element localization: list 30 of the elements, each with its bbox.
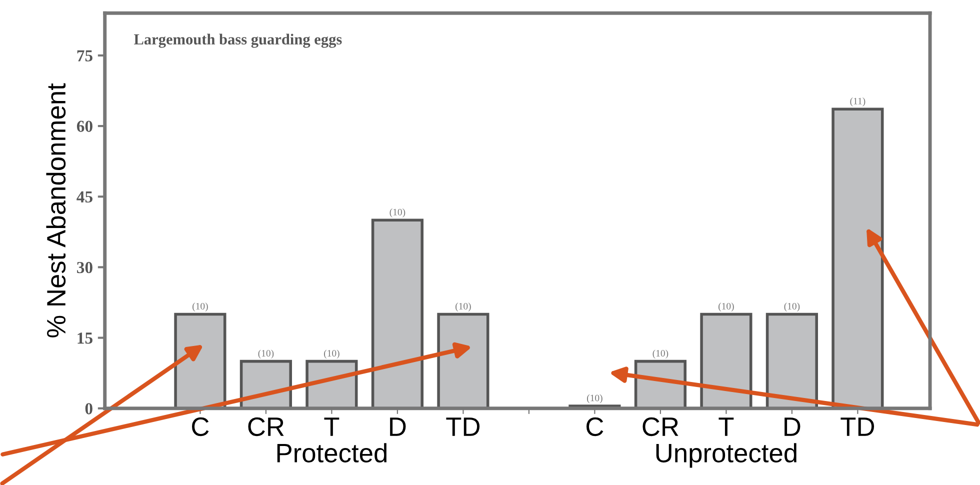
x-tick-label: TD — [840, 418, 874, 436]
x-tick-label: D — [390, 418, 406, 436]
x-tick-label: CR — [642, 417, 678, 436]
annotation: (10) — [324, 350, 340, 359]
x-tick-label: D — [784, 418, 800, 436]
y-tick-label: 75 — [77, 50, 92, 62]
y-tick-label: 15 — [78, 332, 92, 344]
annotation: (10) — [390, 208, 406, 218]
y-tick-label: 0 — [85, 403, 92, 414]
annotation: (10) — [784, 302, 800, 312]
text: Unprotected — [656, 443, 796, 468]
text: Largemouth bass guarding eggs — [134, 34, 342, 48]
annotation: (10) — [192, 302, 208, 312]
x-tick-label: C — [192, 417, 209, 436]
text: Protected — [277, 443, 386, 462]
y-axis-title: % Nest Abandonment — [46, 83, 66, 338]
annotation: (10) — [258, 350, 274, 359]
annotation: (10) — [587, 394, 602, 404]
x-tick-label: C — [586, 417, 604, 436]
annotation: (10) — [718, 302, 734, 312]
annotation: (11) — [850, 97, 866, 106]
y-tick-label: 60 — [76, 120, 92, 132]
x-tick-label: CR — [248, 417, 284, 436]
annotation: (10) — [456, 302, 471, 312]
x-tick-label: T — [718, 418, 734, 436]
y-tick-label: 30 — [77, 262, 92, 274]
x-tick-label: TD — [446, 418, 480, 436]
x-tick-label: T — [324, 418, 340, 436]
annotation: (10) — [652, 350, 668, 359]
y-tick-label: 45 — [76, 191, 92, 203]
